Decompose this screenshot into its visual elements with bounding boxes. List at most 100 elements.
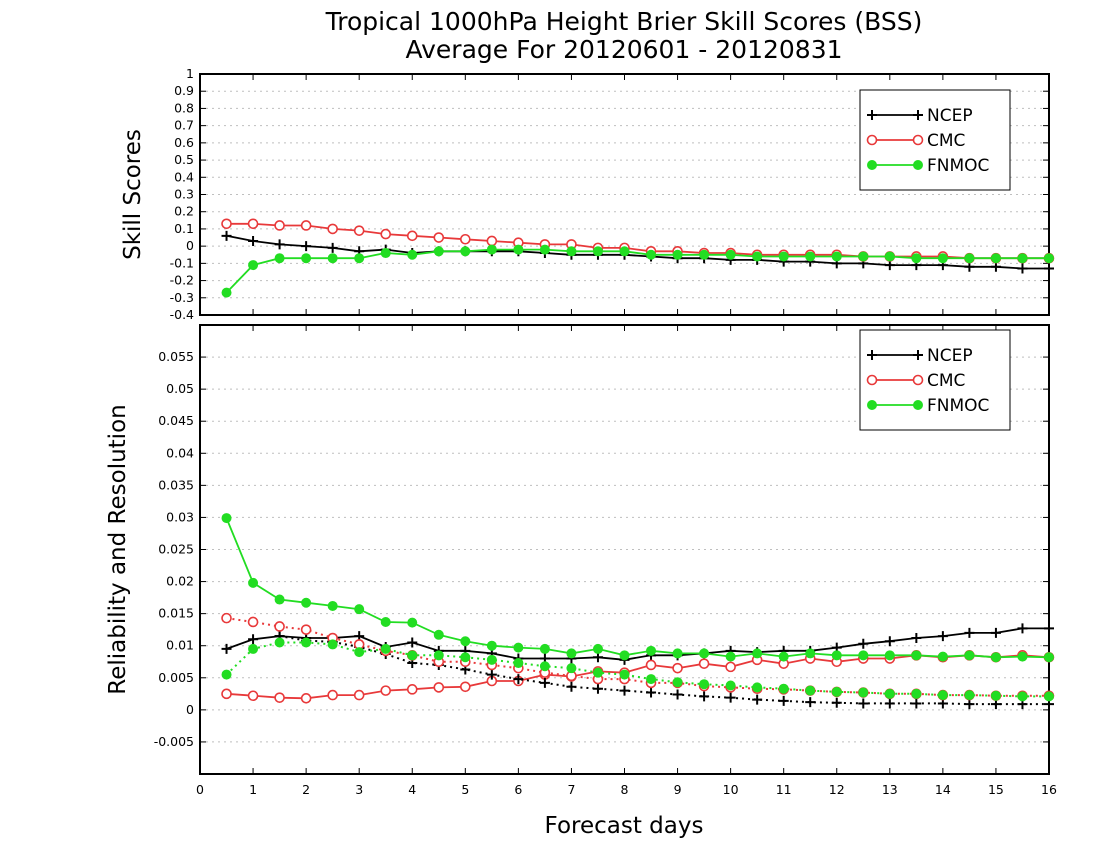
y-tick-label: 0.2 [174,204,194,219]
data-point [513,642,524,653]
series-line [226,654,1050,700]
legend-label: FNMOC [927,396,989,416]
data-point [884,636,895,647]
data-point [460,233,471,245]
data-point [486,244,497,255]
y-tick-label: 0.01 [166,638,194,653]
y-tick-label: -0.005 [154,734,194,749]
data-point [831,697,842,708]
data-point [884,251,895,262]
data-point [672,689,683,700]
data-point [247,690,259,702]
legend: NCEP CMC FNMOC [859,329,1011,431]
data-point [1017,623,1028,634]
data-point [778,683,789,694]
data-point [327,242,338,253]
y-tick-label: 0.045 [158,413,194,428]
data-point [858,687,869,698]
data-point [486,235,498,247]
y-tick-label: 0.05 [166,381,194,396]
series-dotted-filled-circle [221,637,1054,702]
y-tick-label: -0.1 [170,255,194,270]
data-point [221,643,232,654]
data-point [221,669,232,680]
data-point [990,627,1001,638]
data-point [884,688,895,699]
data-point [964,627,975,638]
data-point [433,650,444,661]
data-point [354,253,365,264]
data-point [327,639,338,650]
chart-title-line2: Average For 20120601 - 20120831 [405,35,842,64]
y-tick-label: 0.6 [174,135,194,150]
data-point [937,690,948,701]
data-point [274,220,285,231]
y-tick-label: 0.04 [166,445,194,460]
data-point [911,633,922,644]
data-point [884,698,895,709]
legend-label: CMC [927,371,965,391]
legend-label: FNMOC [927,156,989,176]
y-tick-label: 0.1 [174,221,194,236]
data-point [913,400,923,410]
data-point [964,253,975,264]
data-point [778,251,789,262]
data-point [486,669,497,680]
data-point [513,658,524,669]
x-tick-label: 2 [302,782,310,797]
data-point [248,643,259,654]
y-tick-label: 0.4 [174,169,194,184]
data-point [566,246,577,257]
data-point [274,637,285,648]
data-point [913,350,923,360]
data-point [884,650,895,661]
data-point [725,661,736,673]
data-point [912,134,924,146]
data-point [406,230,418,242]
data-point [407,617,418,628]
data-point [867,400,877,410]
x-tick-label: 14 [935,782,951,797]
data-point [699,249,710,260]
y-axis-label: Reliability and Resolution [105,404,131,694]
data-point [964,650,975,661]
data-point [460,636,471,647]
data-point [247,616,259,628]
data-point [725,651,736,662]
x-tick-label: 12 [829,782,845,797]
data-point [646,645,657,656]
y-tick-label: 0.025 [158,542,194,557]
data-point [911,650,922,661]
data-point [752,694,763,705]
data-point [646,687,657,698]
data-point [460,652,471,663]
x-tick-label: 13 [882,782,898,797]
y-tick-label: 0.3 [174,187,194,202]
data-point [866,374,878,386]
data-point [725,680,736,691]
data-point [592,643,603,654]
data-point [460,246,471,257]
data-point [248,260,259,271]
data-point [248,634,259,645]
data-point [831,251,842,262]
data-point [301,637,312,648]
data-point [831,686,842,697]
data-point [433,682,445,693]
x-tick-label: 0 [196,782,204,797]
data-point [867,160,877,170]
data-point [619,685,630,696]
y-tick-label: 0.02 [166,574,194,589]
data-point [247,218,259,230]
data-point [407,650,418,661]
data-point [646,674,657,685]
data-point [221,513,232,524]
data-point [699,679,710,690]
y-tick-label: 0.055 [158,349,194,364]
data-point [592,683,603,694]
data-point [380,248,391,259]
data-point [221,688,232,700]
data-point [778,651,789,662]
y-tick-label: 0 [186,702,194,717]
